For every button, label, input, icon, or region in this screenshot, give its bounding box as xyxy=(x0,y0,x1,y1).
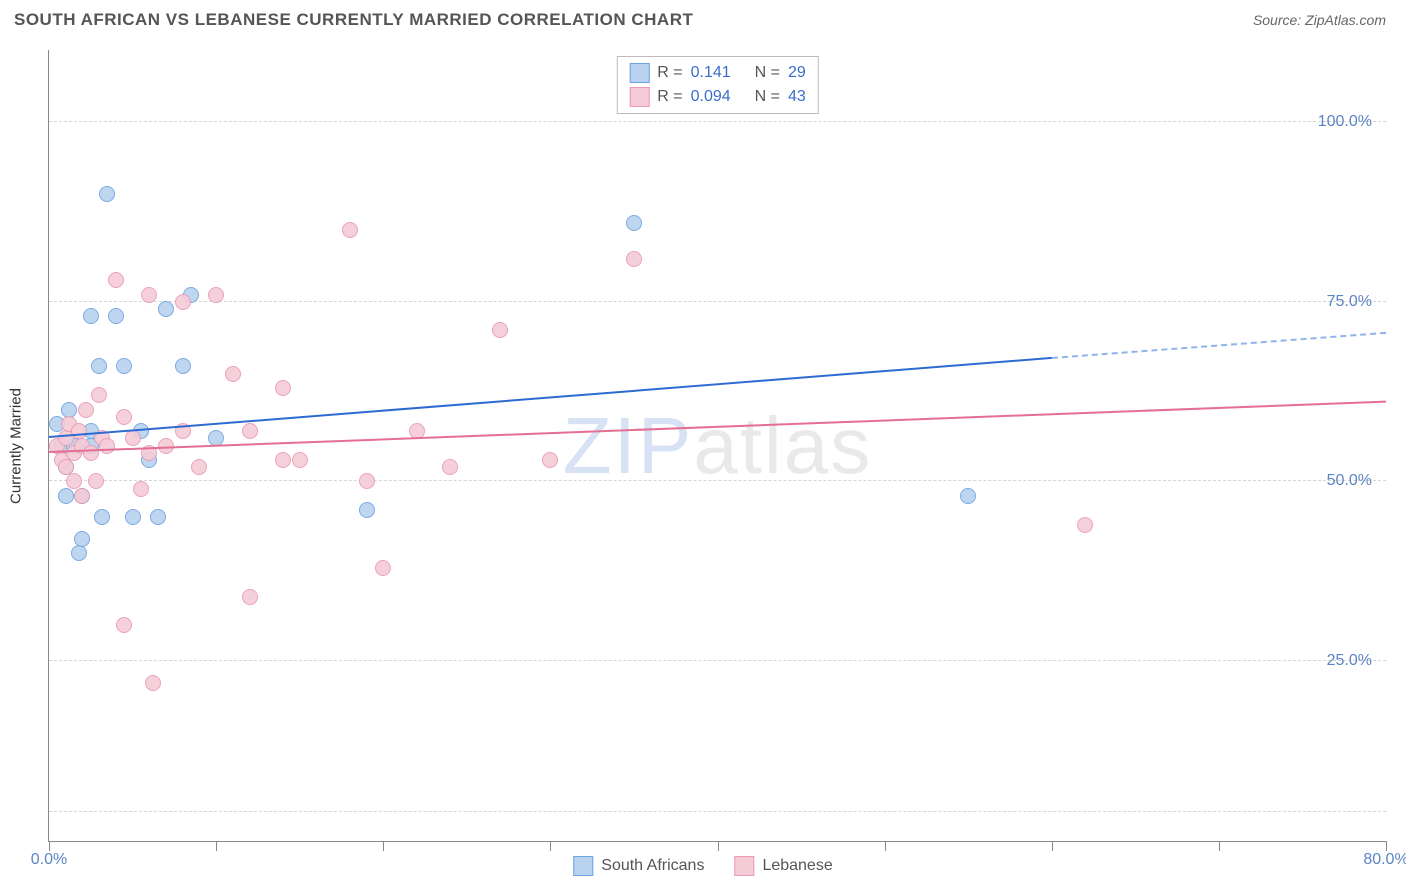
correlation-legend: R = 0.141 N = 29 R = 0.094 N = 43 xyxy=(616,56,818,114)
data-point xyxy=(359,502,375,518)
legend-swatch xyxy=(573,856,593,876)
data-point xyxy=(225,366,241,382)
data-point xyxy=(94,509,110,525)
data-point xyxy=(83,445,99,461)
legend-n-label: N = xyxy=(755,88,780,106)
y-tick-label: 100.0% xyxy=(1318,113,1372,131)
data-point xyxy=(116,358,132,374)
legend-swatch xyxy=(734,856,754,876)
legend-row: R = 0.094 N = 43 xyxy=(629,87,805,107)
x-tick xyxy=(1386,841,1387,851)
data-point xyxy=(292,452,308,468)
series-legend-item: Lebanese xyxy=(734,856,832,876)
data-point xyxy=(91,387,107,403)
data-point xyxy=(342,222,358,238)
x-tick xyxy=(885,841,886,851)
x-tick xyxy=(550,841,551,851)
data-point xyxy=(626,215,642,231)
y-tick-label: 75.0% xyxy=(1327,293,1372,311)
data-point xyxy=(74,531,90,547)
legend-r-label: R = xyxy=(657,88,682,106)
x-tick-label: 0.0% xyxy=(31,851,67,869)
data-point xyxy=(78,402,94,418)
data-point xyxy=(492,322,508,338)
data-point xyxy=(99,438,115,454)
data-point xyxy=(442,459,458,475)
series-legend-label: Lebanese xyxy=(762,857,832,875)
trend-line xyxy=(49,357,1052,438)
legend-r-value: 0.094 xyxy=(691,88,747,106)
watermark: ZIPatlas xyxy=(563,400,872,492)
legend-n-value: 29 xyxy=(788,64,806,82)
data-point xyxy=(99,186,115,202)
data-point xyxy=(275,380,291,396)
x-tick xyxy=(718,841,719,851)
series-legend-label: South Africans xyxy=(601,857,704,875)
watermark-part2: atlas xyxy=(693,401,872,490)
data-point xyxy=(359,473,375,489)
y-axis-title: Currently Married xyxy=(8,388,25,504)
legend-r-value: 0.141 xyxy=(691,64,747,82)
data-point xyxy=(83,308,99,324)
x-tick xyxy=(216,841,217,851)
data-point xyxy=(71,423,87,439)
data-point xyxy=(542,452,558,468)
data-point xyxy=(58,488,74,504)
data-point xyxy=(208,287,224,303)
legend-swatch xyxy=(629,87,649,107)
header: SOUTH AFRICAN VS LEBANESE CURRENTLY MARR… xyxy=(0,0,1406,36)
x-tick xyxy=(383,841,384,851)
data-point xyxy=(1077,517,1093,533)
data-point xyxy=(108,272,124,288)
chart-title: SOUTH AFRICAN VS LEBANESE CURRENTLY MARR… xyxy=(14,10,693,30)
x-tick xyxy=(1219,841,1220,851)
gridline xyxy=(49,301,1386,302)
data-point xyxy=(116,409,132,425)
legend-n-label: N = xyxy=(755,64,780,82)
data-point xyxy=(91,358,107,374)
y-tick-label: 25.0% xyxy=(1327,652,1372,670)
x-tick xyxy=(1052,841,1053,851)
x-tick xyxy=(49,841,50,851)
source-label: Source: ZipAtlas.com xyxy=(1253,12,1386,28)
gridline xyxy=(49,480,1386,481)
data-point xyxy=(242,423,258,439)
legend-n-value: 43 xyxy=(788,88,806,106)
data-point xyxy=(141,287,157,303)
data-point xyxy=(125,430,141,446)
y-tick-label: 50.0% xyxy=(1327,472,1372,490)
data-point xyxy=(71,545,87,561)
data-point xyxy=(74,488,90,504)
data-point xyxy=(158,301,174,317)
chart-plot-area: ZIPatlas R = 0.141 N = 29 R = 0.094 N = 43 25.0… xyxy=(48,50,1386,842)
series-legend: South Africans Lebanese xyxy=(573,856,832,876)
series-legend-item: South Africans xyxy=(573,856,704,876)
data-point xyxy=(108,308,124,324)
trend-line xyxy=(1052,332,1386,359)
data-point xyxy=(145,675,161,691)
data-point xyxy=(125,509,141,525)
data-point xyxy=(175,294,191,310)
data-point xyxy=(116,617,132,633)
watermark-part1: ZIP xyxy=(563,401,693,490)
gridline xyxy=(49,660,1386,661)
data-point xyxy=(133,481,149,497)
data-point xyxy=(375,560,391,576)
legend-row: R = 0.141 N = 29 xyxy=(629,63,805,83)
x-tick-label: 80.0% xyxy=(1363,851,1406,869)
legend-swatch xyxy=(629,63,649,83)
data-point xyxy=(275,452,291,468)
data-point xyxy=(150,509,166,525)
gridline xyxy=(49,121,1386,122)
gridline xyxy=(49,811,1386,812)
data-point xyxy=(626,251,642,267)
legend-r-label: R = xyxy=(657,64,682,82)
data-point xyxy=(191,459,207,475)
data-point xyxy=(960,488,976,504)
data-point xyxy=(242,589,258,605)
data-point xyxy=(88,473,104,489)
data-point xyxy=(175,358,191,374)
